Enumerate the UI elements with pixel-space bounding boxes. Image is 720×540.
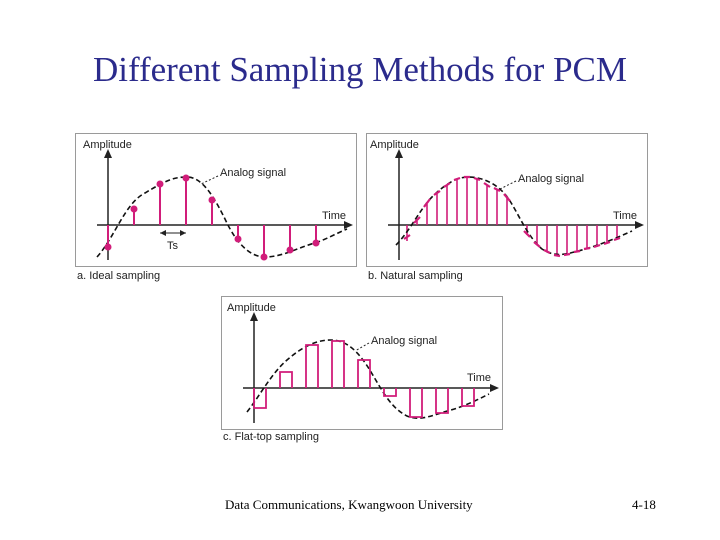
- slide-title: Different Sampling Methods for PCM: [92, 50, 628, 89]
- ideal-panel-border: [75, 133, 357, 267]
- ideal-caption: a. Ideal sampling: [77, 270, 160, 282]
- ideal-point-7: [260, 253, 268, 261]
- ideal-time-label: Time: [322, 210, 346, 222]
- natural-signal-caps: [403, 175, 621, 258]
- natural-signal-label: Analog signal: [518, 173, 584, 185]
- flattop-pulse-7: [409, 388, 423, 418]
- ideal-point-3: [156, 180, 164, 188]
- ideal-sampling-panel: Amplitude Time Analog signal: [75, 133, 357, 283]
- ideal-x-arrow: [344, 221, 353, 229]
- flattop-caption: c. Flat-top sampling: [223, 431, 319, 443]
- natural-y-arrow: [395, 149, 403, 158]
- flattop-pulse-1: [253, 388, 267, 409]
- ideal-ts-label: Ts: [167, 240, 179, 252]
- flattop-x-arrow: [490, 384, 499, 392]
- ideal-point-2: [130, 205, 138, 213]
- natural-sampling-diagram: Amplitude Time Analog signal: [366, 133, 648, 282]
- flattop-pulse-4: [331, 340, 345, 388]
- flattop-pulse-5: [357, 359, 371, 388]
- ideal-point-5: [208, 196, 216, 204]
- flattop-sampling-diagram: Amplitude Time Analog signal c. Flat-top…: [221, 296, 503, 443]
- flattop-signal-label: Analog signal: [371, 335, 437, 347]
- slide-number: 4-18: [632, 497, 656, 512]
- flattop-pulse-6: [383, 388, 397, 397]
- flattop-y-arrow: [250, 312, 258, 321]
- flattop-amplitude-label: Amplitude: [227, 302, 276, 314]
- flattop-samples: [253, 340, 475, 418]
- natural-x-arrow: [635, 221, 644, 229]
- natural-time-label: Time: [613, 210, 637, 222]
- ideal-ts-arrow-right: [180, 230, 186, 236]
- ideal-ts-arrow-left: [160, 230, 166, 236]
- flattop-pulse-9: [461, 388, 475, 407]
- ideal-sample-points: [104, 174, 320, 261]
- flattop-pulse-3: [305, 344, 319, 388]
- flattop-time-label: Time: [467, 372, 491, 384]
- flattop-pulse-2: [279, 371, 293, 388]
- ideal-point-6: [234, 235, 242, 243]
- ideal-point-1: [104, 243, 112, 251]
- natural-sampling-panel: Amplitude Time Analog signal: [366, 133, 648, 283]
- flattop-analog-signal: [246, 339, 490, 419]
- ideal-signal-label: Analog signal: [220, 167, 286, 179]
- ideal-signal-pointer: [200, 175, 219, 185]
- natural-caption: b. Natural sampling: [368, 270, 463, 282]
- flattop-sampling-panel: Amplitude Time Analog signal c. Flat-top…: [221, 296, 503, 446]
- flattop-signal-pointer: [354, 342, 370, 352]
- flattop-pulse-8: [435, 388, 449, 414]
- ideal-analog-signal: [96, 176, 348, 258]
- ideal-point-8: [286, 246, 294, 254]
- ideal-point-4: [182, 174, 190, 182]
- ideal-point-9: [312, 239, 320, 247]
- ideal-samples: [107, 178, 317, 257]
- footer-source: Data Communications, Kwangwoon Universit…: [225, 497, 473, 512]
- natural-samples: [406, 177, 618, 256]
- ideal-amplitude-label: Amplitude: [83, 139, 132, 151]
- flattop-panel-border: [221, 296, 503, 430]
- natural-panel-border: [366, 133, 648, 267]
- natural-amplitude-label: Amplitude: [370, 139, 419, 151]
- ideal-y-arrow: [104, 149, 112, 158]
- natural-signal-pointer: [499, 180, 517, 190]
- ideal-sampling-diagram: Amplitude Time Analog signal: [75, 133, 357, 282]
